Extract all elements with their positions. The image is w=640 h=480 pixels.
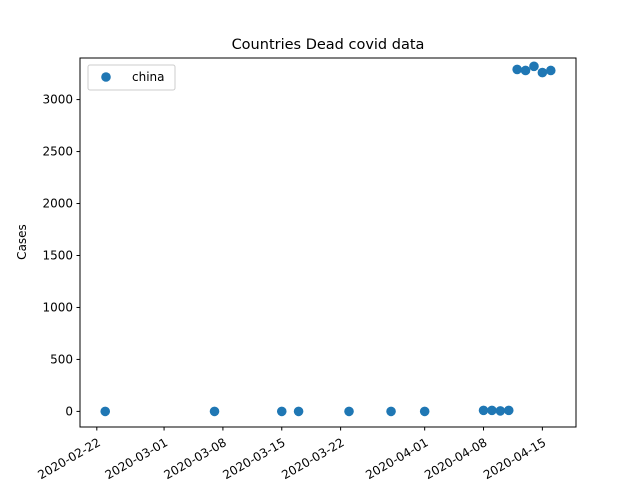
y-tick-label: 0: [65, 404, 73, 418]
y-tick-label: 1500: [42, 248, 73, 262]
x-tick-label: 2020-04-01: [363, 435, 430, 480]
y-tick-label: 3000: [42, 93, 73, 107]
data-point: [293, 406, 304, 417]
data-point: [344, 406, 354, 417]
data-point: [537, 67, 548, 78]
data-point: [520, 65, 531, 76]
x-tick-label: 2020-03-22: [279, 435, 346, 480]
data-point: [512, 64, 522, 75]
y-tick-label: 500: [50, 352, 73, 366]
y-tick-label: 1000: [42, 300, 73, 314]
chart-title: Countries Dead covid data: [232, 37, 425, 53]
data-point: [529, 61, 539, 72]
data-point: [386, 406, 396, 417]
x-tick-label: 2020-03-15: [220, 435, 287, 480]
x-tick-label: 2020-03-08: [162, 435, 229, 480]
legend: china: [87, 64, 176, 91]
data-point: [419, 406, 430, 417]
x-tick-label: 2020-03-01: [103, 435, 170, 480]
data-point: [487, 405, 497, 416]
legend-box: [87, 64, 176, 91]
x-tick-label: 2020-02-22: [35, 435, 102, 480]
y-axis-label: Cases: [15, 224, 29, 260]
x-tick-label: 2020-04-15: [481, 435, 548, 480]
data-point: [495, 406, 506, 416]
legend-marker: [101, 72, 111, 82]
legend-label: china: [132, 70, 165, 84]
data-point: [478, 405, 489, 416]
y-axis: 0 500 1000 1500 2000 2500 3000: [42, 93, 80, 418]
data-point: [276, 406, 287, 417]
x-axis: 2020-02-22 2020-03-012020-03-082020-03-15…: [35, 427, 548, 480]
data-point: [100, 406, 111, 417]
x-tick-label: 2020-04-08: [422, 435, 489, 480]
y-tick-label: 2000: [42, 197, 73, 211]
data-point: [545, 65, 556, 76]
plot-frame: [79, 57, 577, 428]
data-point: [503, 405, 514, 416]
plot-marks: [100, 61, 556, 417]
y-tick-label: 2500: [42, 145, 73, 159]
data-point: [209, 406, 220, 417]
